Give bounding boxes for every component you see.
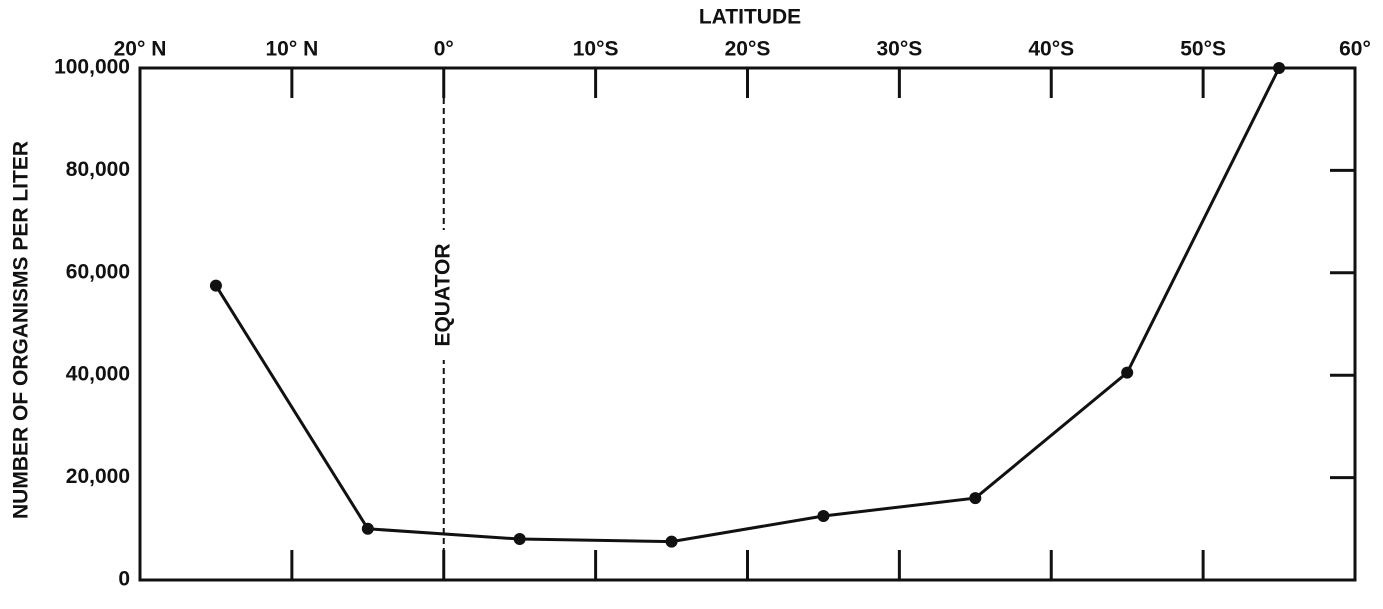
y-tick-label: 60,000	[66, 260, 130, 283]
x-tick-label: 20° N	[114, 38, 167, 61]
x-tick-label: 10°S	[573, 38, 619, 61]
y-tick-label: 80,000	[66, 158, 130, 181]
y-axis-label: NUMBER OF ORGANISMS PER LITER	[10, 141, 33, 519]
equator-label: EQUATOR	[431, 243, 454, 346]
x-tick-label: 40°S	[1028, 38, 1074, 61]
y-tick-label: 20,000	[66, 465, 130, 488]
data-point	[817, 510, 830, 522]
data-point	[665, 535, 678, 548]
data-line	[214, 67, 1281, 544]
data-point	[1121, 366, 1134, 379]
x-tick-label: 30°S	[876, 38, 922, 61]
data-point	[513, 533, 526, 546]
data-point	[209, 279, 222, 292]
equator-label-bg	[431, 230, 456, 360]
data-point	[1273, 62, 1286, 74]
chart-title: LATITUDE	[699, 6, 801, 29]
plot-frame	[138, 66, 1357, 582]
x-tick-label: 0°	[434, 38, 454, 61]
data-point	[969, 492, 982, 505]
x-tick-label: 10° N	[265, 38, 318, 61]
data-point	[361, 522, 374, 535]
x-tick-label: 20°S	[725, 38, 771, 61]
x-tick-label: 60°	[1339, 38, 1371, 61]
y-tick-label: 0	[118, 568, 130, 591]
y-tick-label: 100,000	[54, 56, 130, 79]
y-tick-label: 40,000	[66, 363, 130, 386]
x-tick-label: 50°S	[1180, 38, 1226, 61]
